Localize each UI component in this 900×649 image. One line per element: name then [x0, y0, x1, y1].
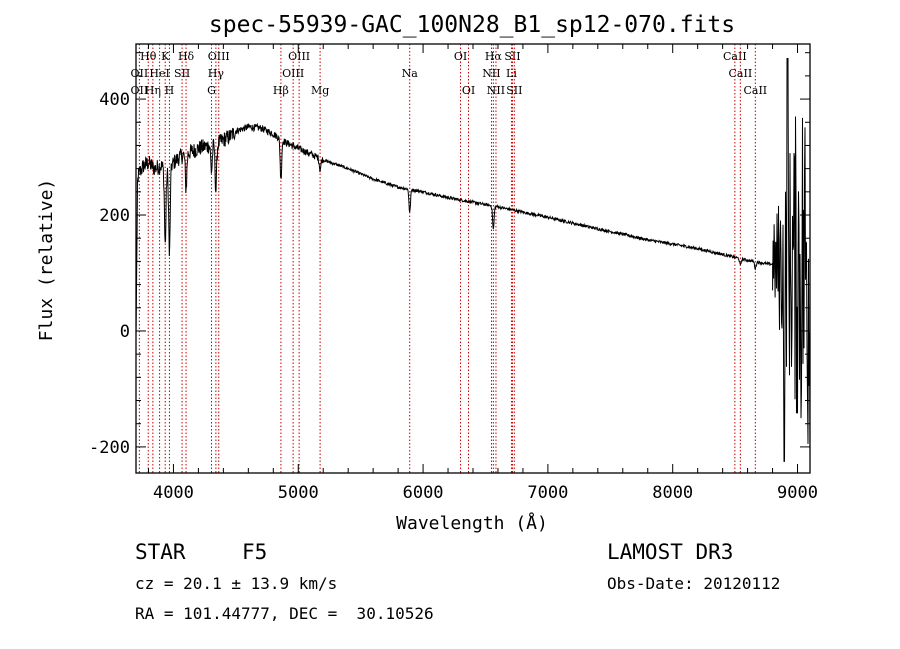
plot-frame — [135, 43, 811, 474]
object-subclass: F5 — [242, 540, 268, 564]
line-marker-label: CaII — [729, 67, 753, 80]
line-marker-label: G — [207, 84, 216, 97]
line-marker-label: OII — [131, 84, 149, 97]
x-axis-label: Wavelength (Å) — [396, 512, 548, 534]
redshift-cz: cz = 20.1 ± 13.9 km/s — [135, 574, 338, 593]
y-axis-label: Flux (relative) — [36, 179, 57, 342]
x-tick-label: 4000 — [153, 483, 194, 503]
survey-name: LAMOST DR3 — [607, 540, 734, 564]
x-tick-label: 8000 — [652, 483, 693, 503]
line-marker-label: OIII — [208, 50, 230, 63]
line-marker-label: OI — [454, 50, 467, 63]
line-marker-label: Hη — [145, 84, 161, 97]
line-marker-label: OII — [131, 67, 149, 80]
x-tick-label: 5000 — [278, 483, 319, 503]
line-marker-label: Hθ — [140, 50, 157, 63]
line-marker-label: CaII — [743, 84, 767, 97]
obs-date: Obs-Date: 20120112 — [607, 574, 781, 593]
line-marker-label: OI — [462, 84, 475, 97]
line-marker-label: SII — [174, 67, 190, 80]
line-marker-label: Na — [402, 67, 419, 80]
line-marker-label: Li — [506, 67, 517, 80]
line-marker-label: Hγ — [208, 67, 225, 80]
spectrum-chart: spec-55939-GAC_100N28_B1_sp12-070.fits H… — [36, 12, 818, 534]
object-class: STAR — [135, 540, 186, 564]
line-marker-label: K — [161, 50, 170, 63]
y-tick-label: 0 — [120, 322, 130, 342]
line-marker-label: NII — [487, 84, 505, 97]
x-tick-label: 9000 — [777, 483, 818, 503]
line-marker-label: OIII — [282, 67, 304, 80]
line-marker-label: CaII — [723, 50, 747, 63]
axis-ticks: 4000 5000 6000 7000 8000 9000 -200 0 200 400 — [89, 44, 818, 503]
spectrum-line — [135, 58, 811, 462]
line-marker-label: Hβ — [273, 84, 289, 97]
x-tick-label: 6000 — [403, 483, 444, 503]
y-tick-label: -200 — [89, 438, 130, 458]
line-marker-label: SII — [504, 50, 520, 63]
line-marker-label: H — [165, 84, 175, 97]
line-marker-label: OIII — [288, 50, 310, 63]
x-tick-label: 7000 — [527, 483, 568, 503]
line-marker-label: Hα — [485, 50, 503, 63]
line-marker-label: NII — [482, 67, 500, 80]
line-marker-label: HeI — [149, 67, 169, 80]
line-marker-label: Mg — [311, 84, 329, 97]
spectrum-series — [135, 58, 811, 462]
y-tick-label: 200 — [99, 206, 130, 226]
line-marker-label: SII — [506, 84, 522, 97]
y-tick-label: 400 — [99, 90, 130, 110]
chart-title: spec-55939-GAC_100N28_B1_sp12-070.fits — [209, 12, 735, 38]
line-marker-label: Hδ — [178, 50, 195, 63]
coordinates: RA = 101.44777, DEC = 30.10526 — [135, 604, 434, 623]
